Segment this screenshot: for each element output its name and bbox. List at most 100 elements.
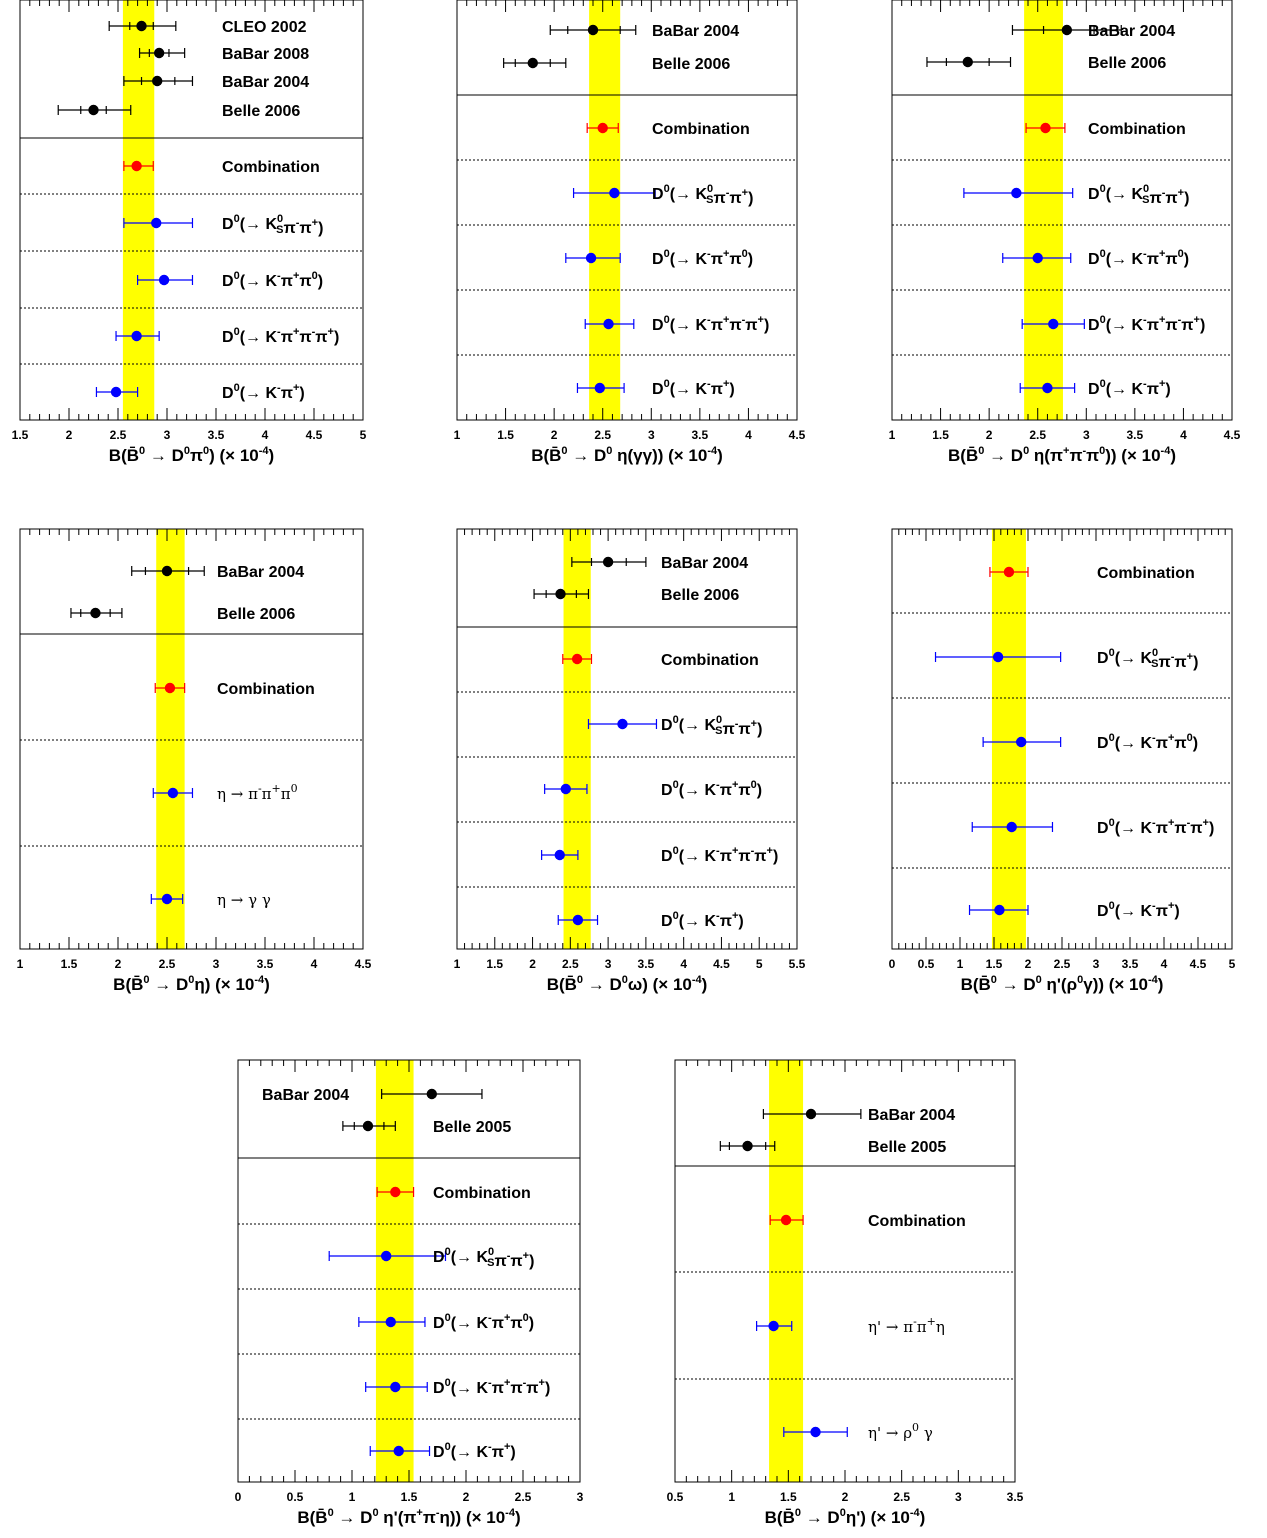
marker (385, 1316, 396, 1328)
entry-label: D0​(→ K-​π+​π-​π+​) (222, 326, 339, 346)
data-point-comb: Combination (376, 1185, 531, 1202)
data-point-comb: Combination (769, 1213, 966, 1230)
data-point-comb: Combination (1025, 121, 1186, 138)
tick-label: 2.5 (594, 428, 611, 442)
tick-label: 1.5 (780, 1490, 797, 1504)
marker (136, 20, 147, 32)
marker (1048, 318, 1059, 330)
entry-label: D0​(→ K-​π+​π-​π+​) (652, 314, 769, 334)
entry-label: BaBar 2004 (262, 1087, 349, 1104)
marker (587, 24, 599, 36)
data-point-mode: D0​(→ K-​π+​π-​π+​) (584, 314, 769, 334)
data-point-exp: Belle 2006 (926, 55, 1166, 72)
tick-label: 0.5 (667, 1490, 684, 1504)
plot-frame (891, 0, 1233, 421)
tick-label: 1 (349, 1490, 356, 1504)
entry-label: η → γ γ (217, 891, 271, 909)
entry-label: η' → ρ0​ γ (868, 1421, 933, 1442)
tick-label: 3 (577, 1490, 584, 1504)
entry-label: BaBar 2004 (1088, 23, 1175, 40)
x-axis-title: B(B̄0​ → D0​ η'(π+​π-​η)) (× 10-4​) (297, 1507, 520, 1527)
marker (560, 783, 571, 795)
entry-label: BaBar 2004 (652, 23, 739, 40)
data-point-exp: BaBar 2008 (138, 46, 309, 63)
tick-label: 3 (955, 1490, 962, 1504)
marker (602, 556, 614, 568)
marker (110, 386, 122, 398)
marker (554, 849, 565, 861)
marker (992, 651, 1004, 663)
data-point-exp: BaBar 2004 (123, 74, 309, 91)
tick-label: 2.5 (893, 1490, 910, 1504)
entry-label: Belle 2005 (433, 1119, 511, 1136)
marker (1040, 122, 1051, 134)
entry-label: D0​(→ K-​π+​π0​) (652, 248, 753, 268)
entry-label: BaBar 2004 (661, 555, 748, 572)
panel-7: 0 0.5 1 1.5 2 2.5 3 B(B̄0​ → D0​ η'(π+​π-​η)) (… (235, 1059, 584, 1527)
data-point-mode: D0​(→ K-​π+​) (369, 1441, 516, 1461)
entry-label: Combination (222, 159, 320, 176)
tick-label: 2 (986, 428, 993, 442)
x-axis-title: B(B̄0​ → D0​ η'(ρ0​γ)) (× 10-4​) (961, 974, 1164, 994)
tick-label: 2 (463, 1490, 470, 1504)
entry-label: Belle 2006 (217, 606, 295, 623)
marker (603, 318, 614, 330)
marker (131, 160, 142, 172)
entry-label: Belle 2006 (1088, 55, 1166, 72)
entry-label: D0​(→ K-​π+​π-​π+​) (1088, 314, 1205, 334)
marker (1006, 821, 1017, 833)
data-point-mode: D0​(→ K-​π+​) (576, 378, 735, 398)
entry-label: D0​(→ K-​π+​π0​) (1088, 248, 1189, 268)
data-point-exp: CLEO 2002 (108, 19, 307, 36)
average-band (563, 529, 591, 949)
entry-label: D0​(→ K-​π+​π-​π+​) (433, 1377, 550, 1397)
entry-label: Combination (433, 1185, 531, 1202)
tick-label: 1 (454, 957, 461, 971)
entry-label: BaBar 2004 (217, 564, 304, 581)
marker (161, 893, 173, 905)
plot-frame (456, 528, 798, 950)
tick-label: 0.5 (918, 957, 935, 971)
tick-label: 2 (66, 428, 73, 442)
tick-label: 4.5 (789, 428, 806, 442)
entry-label: Belle 2006 (222, 103, 300, 120)
tick-label: 2.5 (562, 957, 579, 971)
tick-label: 5 (756, 957, 763, 971)
data-point-mode: D0​(→ K-​π+​) (1019, 378, 1171, 398)
tick-label: 4.5 (1190, 957, 1207, 971)
marker (994, 904, 1005, 916)
x-axis-title: B(B̄0​ → D0​η) (× 10-4​) (113, 974, 270, 994)
entry-label: η → π-​π+​π0​ (217, 782, 298, 803)
marker (167, 787, 179, 799)
average-band (589, 0, 621, 420)
tick-label: 2 (551, 428, 558, 442)
data-point-mode: η → γ γ (150, 891, 271, 909)
data-point-exp: BaBar 2004 (571, 555, 748, 572)
entry-label: D0​(→ K-​π+​) (661, 910, 744, 930)
tick-label: 1 (17, 957, 24, 971)
marker (131, 330, 142, 342)
data-point-comb: Combination (586, 121, 750, 138)
marker (151, 217, 162, 229)
average-band (769, 1060, 804, 1482)
data-point-exp: BaBar 2004 (1011, 23, 1175, 40)
marker (1003, 566, 1015, 578)
entry-label: Combination (652, 121, 750, 138)
marker (609, 187, 620, 199)
tick-label: 2 (529, 957, 536, 971)
marker (571, 653, 583, 665)
tick-label: 3 (164, 428, 171, 442)
panel-6: 0 0.5 1 1.5 2 2.5 3 3.5 4 4.5 5 B(B̄0​ → D0​ η'(ρ0​… (889, 528, 1236, 994)
tick-label: 5.5 (789, 957, 806, 971)
tick-label: 3 (213, 957, 220, 971)
entry-label: D0​(→ K-​π+​) (1088, 378, 1171, 398)
tick-label: 4 (1180, 428, 1187, 442)
entry-label: Combination (868, 1213, 966, 1230)
